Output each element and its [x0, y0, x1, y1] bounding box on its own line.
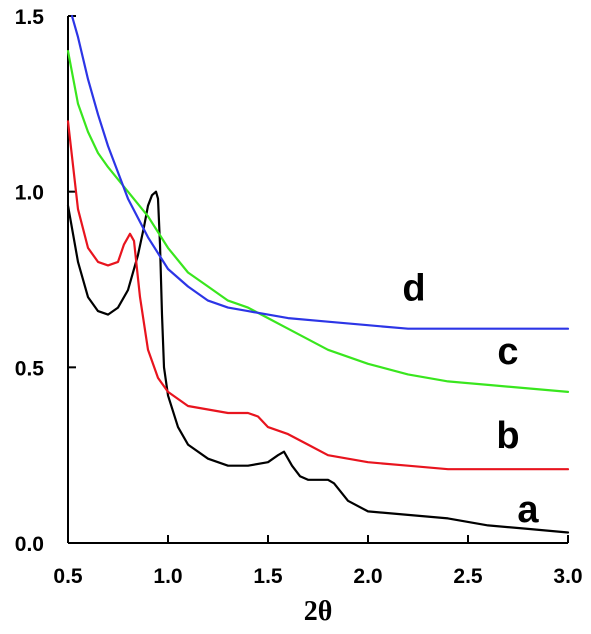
- x-axis-title: 2θ: [304, 596, 333, 627]
- axes: [67, 16, 568, 544]
- series-label-b: b: [496, 415, 519, 457]
- series-line-a: [66, 190, 570, 534]
- y-tick-label: 1.0: [15, 182, 44, 205]
- series-group: [66, 14, 570, 534]
- series-line-c: [66, 49, 570, 393]
- ticks: [67, 15, 569, 544]
- series-label-a: a: [517, 489, 539, 531]
- series-label-d: d: [402, 268, 425, 310]
- x-tick-label: 2.0: [353, 565, 382, 588]
- y-tick-label: 0.0: [15, 533, 44, 556]
- tick-labels: 0.5 1.0 1.5 2.0 2.5 3.0 0.0 0.5 1.0 1.5: [15, 6, 583, 588]
- series-line-d: [70, 14, 570, 330]
- x-tick-label: 1.0: [153, 565, 182, 588]
- x-tick-label: 0.5: [53, 565, 83, 588]
- x-tick-label: 1.5: [253, 565, 283, 588]
- series-labels: abc d: [402, 268, 539, 531]
- x-tick-label: 2.5: [453, 565, 483, 588]
- y-tick-label: 1.5: [15, 6, 45, 29]
- series-label-c: c: [497, 331, 518, 373]
- y-tick-label: 0.5: [15, 357, 45, 380]
- x-tick-label: 3.0: [553, 565, 582, 588]
- series-line-b: [66, 120, 570, 471]
